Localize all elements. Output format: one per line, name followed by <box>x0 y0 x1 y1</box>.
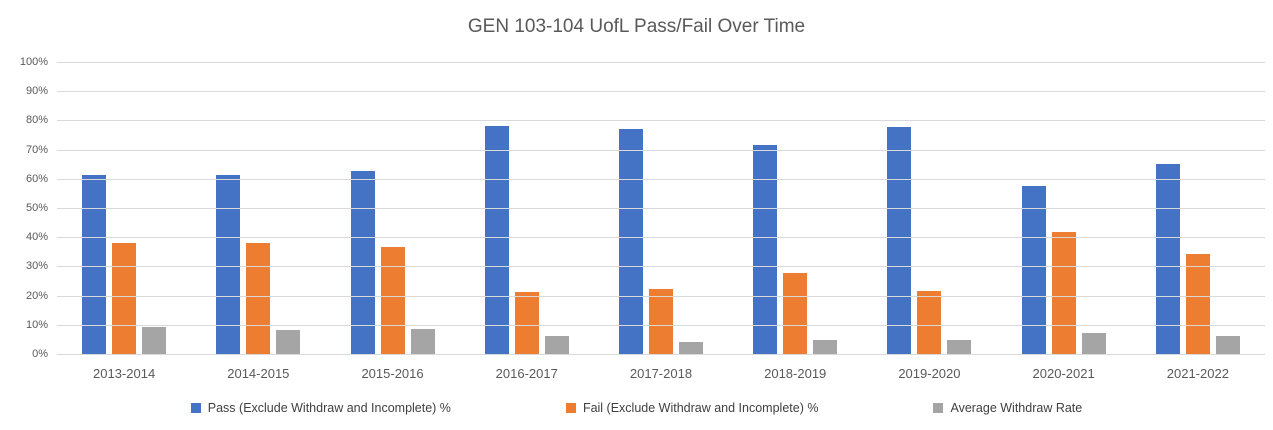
bar-fail <box>246 242 271 355</box>
bar-withdraw <box>544 336 569 355</box>
plot-area <box>57 62 1265 355</box>
bar-fail <box>1051 232 1076 355</box>
bar-pass <box>350 171 375 355</box>
bar-group <box>57 63 191 355</box>
x-axis: 2013-2014 2014-2015 2015-2016 2016-2017 2017… <box>57 366 1265 381</box>
bar-withdraw <box>276 330 301 355</box>
bar-fail <box>1185 254 1210 355</box>
bar-fail <box>380 246 405 355</box>
gridline <box>57 149 1265 151</box>
bar-group <box>997 63 1131 355</box>
bar-fail <box>514 292 539 355</box>
gridline <box>57 178 1265 180</box>
bar-pass <box>1155 163 1180 355</box>
y-tick-label: 50% <box>25 202 48 214</box>
x-axis-line <box>57 354 1265 355</box>
bar-group <box>191 63 325 355</box>
gridline <box>57 62 1265 63</box>
y-axis: 0% 10% 20% 30% 40% 50% 60% 70% 80% 90% 100% <box>0 56 48 360</box>
bar-withdraw <box>1215 336 1240 355</box>
gridline <box>57 208 1265 209</box>
y-tick-label: 10% <box>25 318 48 331</box>
bar-group <box>460 63 594 355</box>
y-tick-label: 80% <box>25 114 48 127</box>
y-tick-label: 100% <box>19 56 48 68</box>
gridline <box>57 120 1265 122</box>
y-tick-label: 20% <box>25 289 48 302</box>
gridline <box>57 237 1265 239</box>
bar-pass <box>1021 185 1046 355</box>
gridline <box>57 324 1265 326</box>
bar-group <box>1131 63 1265 355</box>
bar-fail <box>648 289 673 355</box>
legend-item-fail: Fail (Exclude Withdraw and Incomplete) % <box>565 400 819 416</box>
chart-title: GEN 103-104 UofL Pass/Fail Over Time <box>467 16 806 37</box>
y-tick-label: 60% <box>25 172 48 185</box>
bar-withdraw <box>410 328 435 355</box>
legend-label: Pass (Exclude Withdraw and Incomplete) % <box>207 401 451 415</box>
legend-item-pass: Pass (Exclude Withdraw and Incomplete) % <box>190 400 451 416</box>
bar-pass <box>216 175 241 355</box>
legend-label: Average Withdraw Rate <box>950 401 1083 415</box>
x-tick-label: 2020-2021 <box>1032 366 1095 381</box>
bar-group <box>325 63 459 355</box>
y-tick-label: 40% <box>25 231 48 244</box>
x-tick-label: 2015-2016 <box>361 366 424 381</box>
gridline <box>57 91 1265 93</box>
bar-withdraw <box>142 327 167 355</box>
bar-pass <box>82 175 107 355</box>
bar-withdraw <box>813 340 838 355</box>
legend-swatch-fail <box>565 403 576 413</box>
x-tick-label: 2019-2020 <box>898 366 961 381</box>
bar-withdraw <box>1081 333 1106 355</box>
legend-swatch-withdraw <box>933 403 944 413</box>
bar-pass <box>887 127 912 355</box>
legend-label: Fail (Exclude Withdraw and Incomplete) % <box>582 401 819 415</box>
bar-pass <box>753 144 778 355</box>
x-tick-label: 2016-2017 <box>495 366 558 381</box>
x-tick-label: 2014-2015 <box>227 366 290 381</box>
legend-swatch-pass <box>190 403 201 413</box>
bar-fail <box>783 273 808 355</box>
bar-withdraw <box>678 341 703 355</box>
legend-item-withdraw: Average Withdraw Rate <box>933 400 1082 416</box>
bar-pass <box>484 125 509 355</box>
x-tick-label: 2018-2019 <box>764 366 827 381</box>
gridline <box>57 266 1265 268</box>
gridline <box>57 295 1265 297</box>
y-tick-label: 0% <box>32 348 48 360</box>
bar-fail <box>112 242 137 355</box>
bar-group <box>728 63 862 355</box>
y-tick-label: 70% <box>25 143 48 156</box>
y-tick-label: 30% <box>25 260 48 273</box>
x-tick-label: 2017-2018 <box>629 366 693 381</box>
x-tick-label: 2021-2022 <box>1166 366 1229 381</box>
bar-pass <box>618 128 643 355</box>
bar-fail <box>917 290 942 355</box>
y-tick-label: 90% <box>25 85 48 98</box>
bar-group <box>862 63 996 355</box>
bar-groups <box>57 63 1265 355</box>
legend: Pass (Exclude Withdraw and Incomplete) %… <box>0 400 1273 416</box>
x-tick-label: 2013-2014 <box>93 366 156 381</box>
bar-group <box>594 63 728 355</box>
bar-withdraw <box>947 340 972 355</box>
